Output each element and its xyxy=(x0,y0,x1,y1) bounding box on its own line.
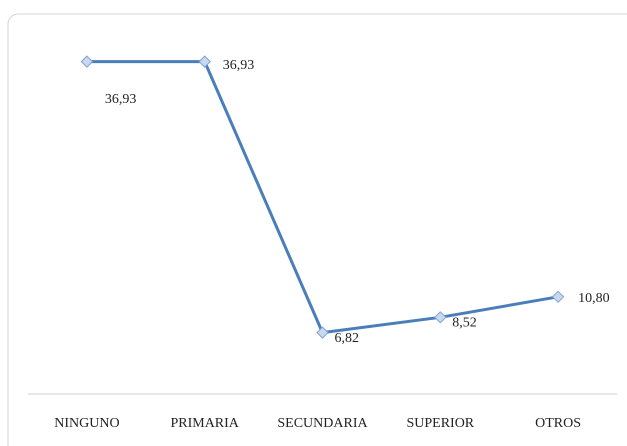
x-tick-label: PRIMARIA xyxy=(170,416,239,431)
x-tick-label: NINGUNO xyxy=(54,416,119,431)
data-label: 10,80 xyxy=(578,291,610,306)
x-tick-label: SUPERIOR xyxy=(406,416,474,431)
chart-frame xyxy=(7,13,627,446)
data-label: 36,93 xyxy=(223,58,255,73)
data-marker xyxy=(316,326,329,339)
x-tick-label: SECUNDARIA xyxy=(277,416,368,431)
x-tick-label: OTROS xyxy=(535,416,581,431)
data-label: 8,52 xyxy=(452,316,477,331)
data-marker xyxy=(80,55,94,68)
data-marker xyxy=(198,55,211,68)
data-marker xyxy=(434,311,447,324)
data-marker xyxy=(551,290,565,304)
data-label: 6,82 xyxy=(335,331,360,346)
data-label: 36,93 xyxy=(105,92,136,107)
